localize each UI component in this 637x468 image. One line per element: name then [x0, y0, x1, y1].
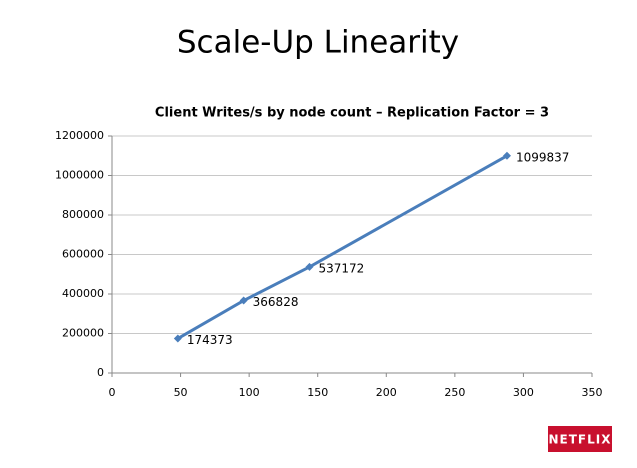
point	[239, 296, 248, 305]
chart-title: Client Writes/s by node count – Replicat…	[155, 106, 549, 121]
x-tick-label: 100	[239, 386, 260, 399]
data-label: 366828	[253, 295, 299, 309]
point	[305, 262, 314, 271]
x-tick-label: 300	[513, 386, 534, 399]
y-tick-label: 800000	[62, 208, 104, 221]
data-label: 1099837	[516, 150, 569, 164]
y-tick-label: 200000	[62, 327, 104, 340]
series-line	[177, 154, 508, 340]
logo-box	[548, 426, 612, 452]
y-tick-label: 1200000	[55, 129, 104, 142]
x-tick-label: 150	[307, 386, 328, 399]
x-tick-label: 50	[174, 386, 188, 399]
y-tick-label: 1000000	[55, 169, 104, 182]
data-label: 174373	[187, 333, 233, 347]
y-tick-label: 600000	[62, 248, 104, 261]
data-label: 537172	[318, 261, 364, 275]
logo: NETFLIX	[549, 433, 612, 447]
point	[173, 334, 182, 343]
y-tick-label: 0	[97, 366, 104, 379]
x-tick-label: 0	[109, 386, 116, 399]
y-tick-label: 400000	[62, 287, 104, 300]
x-tick-label: 200	[376, 386, 397, 399]
point	[502, 151, 511, 160]
x-tick-label: 250	[444, 386, 465, 399]
x-tick-label: 350	[582, 386, 603, 399]
slide-title: Scale-Up Linearity	[177, 25, 459, 61]
